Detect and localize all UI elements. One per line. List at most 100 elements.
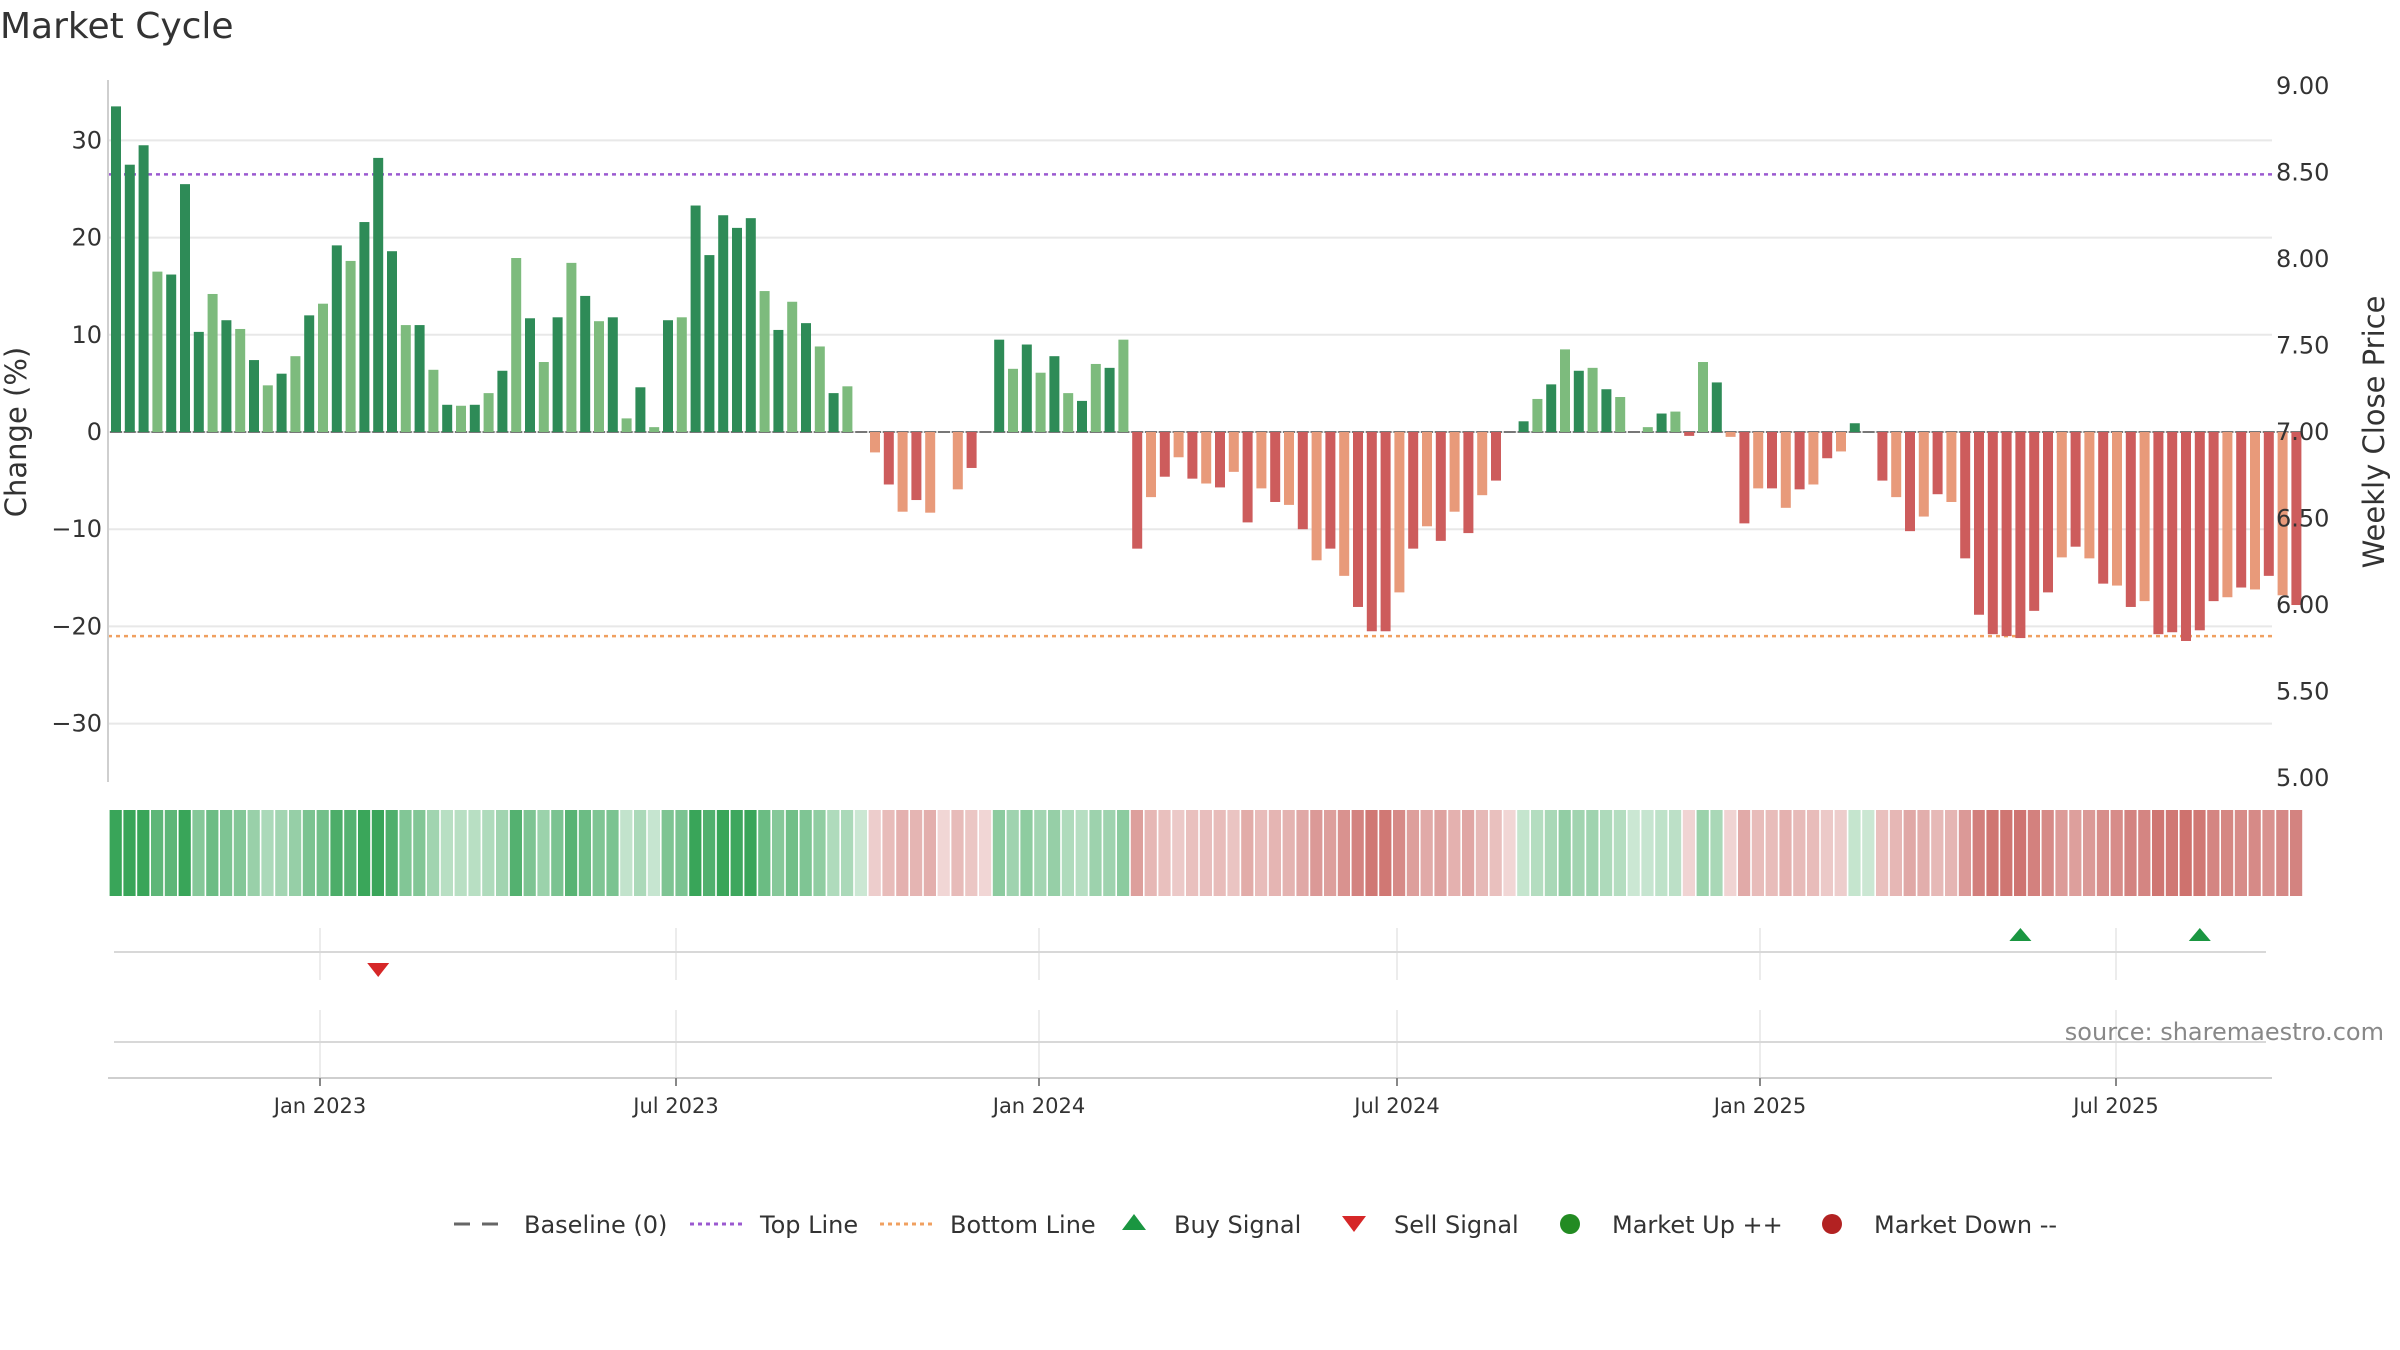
market-state-cell: [220, 810, 233, 896]
change-bar: [814, 346, 825, 432]
market-state-cell: [1296, 810, 1309, 896]
change-bar: [1132, 432, 1143, 549]
legend-swatch-circle: [1560, 1214, 1580, 1234]
market-state-cell: [2290, 810, 2303, 896]
market-state-cell: [2027, 810, 2040, 896]
change-bar: [2250, 432, 2260, 590]
market-state-cell: [468, 810, 481, 896]
change-bar: [525, 318, 535, 432]
change-bar: [538, 362, 549, 432]
change-bar: [1173, 432, 1184, 458]
change-bar: [842, 386, 853, 432]
change-bar: [1449, 432, 1460, 512]
market-state-cell: [2124, 810, 2137, 896]
market-state-cell: [703, 810, 716, 896]
legend-item: Bottom Line: [880, 1211, 1096, 1239]
market-state-cell: [2179, 810, 2192, 896]
market-state-cell: [1448, 810, 1461, 896]
market-state-cell: [1379, 810, 1392, 896]
reference-lines: [108, 173, 2272, 638]
change-bar: [1408, 432, 1419, 549]
market-state-cell: [1876, 810, 1889, 896]
market-state-cell: [2110, 810, 2123, 896]
market-state-cell: [1627, 810, 1640, 896]
legend-swatch-sell: [1342, 1216, 1366, 1232]
market-state-cell: [385, 810, 398, 896]
market-state-cell: [1103, 810, 1116, 896]
change-bar: [1946, 432, 1957, 502]
change-bar: [331, 245, 342, 432]
market-state-cell: [164, 810, 177, 896]
change-bar: [359, 222, 370, 432]
market-state-cell: [799, 810, 812, 896]
market-state-cell: [247, 810, 260, 896]
change-bar: [1477, 432, 1488, 496]
change-bar: [1601, 389, 1612, 432]
change-bar: [1822, 432, 1833, 459]
market-state-cell: [2138, 810, 2151, 896]
change-bar: [1739, 432, 1750, 524]
change-bar: [718, 215, 729, 432]
market-state-cell: [565, 810, 578, 896]
market-state-cell: [854, 810, 867, 896]
market-state-cell: [440, 810, 453, 896]
change-bar: [1104, 367, 1115, 432]
market-state-cell: [1972, 810, 1985, 896]
change-bar: [1339, 432, 1350, 576]
market-state-cell: [316, 810, 329, 896]
y-tick-right: 6.00: [2276, 591, 2329, 619]
market-state-cell: [2207, 810, 2220, 896]
market-state-cell: [1172, 810, 1185, 896]
legend-swatch-buy: [1122, 1214, 1146, 1230]
market-state-cell: [371, 810, 384, 896]
y-tick-right: 8.00: [2276, 245, 2329, 273]
legend-item: Market Up ++: [1560, 1211, 1783, 1239]
change-bar: [1215, 432, 1225, 488]
change-bar: [704, 255, 715, 432]
change-bar: [1159, 432, 1170, 477]
change-bar: [235, 328, 246, 432]
market-state-cell: [1710, 810, 1723, 896]
market-state-cell: [427, 810, 440, 896]
market-state-cell: [1144, 810, 1157, 896]
market-state-cell: [716, 810, 729, 896]
y-tick-right: 8.50: [2276, 159, 2329, 187]
change-bar: [2181, 432, 2191, 641]
x-tick-label: Jul 2024: [1352, 1094, 1439, 1118]
market-state-cell: [137, 810, 150, 896]
change-bar: [1780, 432, 1791, 508]
change-bar: [1311, 432, 1322, 561]
market-state-cell: [1020, 810, 1033, 896]
market-state-cell: [1227, 810, 1240, 896]
change-bar: [1974, 432, 1984, 615]
market-state-cell: [882, 810, 895, 896]
change-bar: [387, 251, 397, 432]
change-bar: [428, 369, 439, 432]
legend-item: Baseline (0): [454, 1211, 667, 1239]
change-bar: [925, 432, 936, 513]
market-state-cell: [979, 810, 992, 896]
y-tick-left: 30: [71, 126, 102, 154]
market-state-cell: [1793, 810, 1806, 896]
legend-label: Sell Signal: [1394, 1211, 1519, 1239]
change-bar: [1642, 427, 1653, 432]
change-bar: [1615, 397, 1626, 432]
market-state-cell: [1365, 810, 1378, 896]
change-bar: [1573, 370, 1584, 432]
market-state-cell: [1738, 810, 1751, 896]
change-bar: [663, 320, 673, 432]
market-state-cell: [744, 810, 757, 896]
market-state-cell: [1241, 810, 1254, 896]
change-bar: [1035, 372, 1046, 432]
change-bar: [193, 331, 204, 432]
market-state-cell: [772, 810, 785, 896]
change-bar: [180, 184, 190, 432]
legend-item: Top Line: [690, 1211, 858, 1239]
change-bar: [1767, 432, 1777, 489]
market-state-cell: [1255, 810, 1268, 896]
market-state-cell: [1503, 810, 1516, 896]
market-state-cell: [1696, 810, 1709, 896]
change-bar: [911, 432, 922, 501]
change-bar: [1435, 432, 1446, 541]
